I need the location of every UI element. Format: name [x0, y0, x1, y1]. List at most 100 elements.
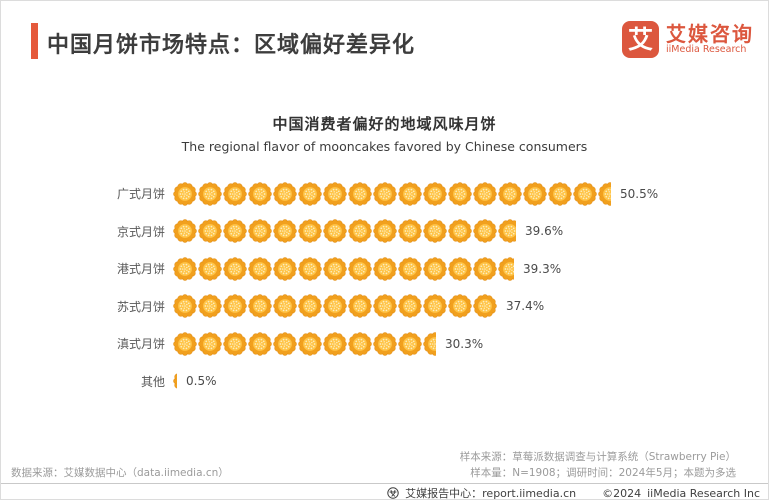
- row-value: 30.3%: [445, 336, 484, 351]
- footer-copyright: ©2024: [602, 486, 642, 500]
- mooncake-icon: [348, 294, 372, 318]
- mooncake-icon: [473, 294, 497, 318]
- mooncake-icon: [173, 219, 197, 243]
- page-title: 中国月饼市场特点：区域偏好差异化: [47, 33, 416, 58]
- iimedia-logo-icon: 艾: [622, 21, 659, 58]
- mooncake-icon: [248, 294, 272, 318]
- row-label: 港式月饼: [116, 262, 165, 277]
- mooncake-icon: [498, 219, 516, 243]
- mooncake-icon: [373, 332, 397, 356]
- mooncake-icon: [348, 332, 372, 356]
- mooncake-icon: [423, 257, 447, 281]
- mooncake-bar: [173, 219, 516, 243]
- sample-source-note: 样本来源：草莓派数据调查与计算系统（Strawberry Pie）: [459, 451, 736, 463]
- mooncake-icon: [248, 182, 272, 206]
- row-value: 39.6%: [525, 224, 564, 239]
- mooncake-icon: [198, 332, 222, 356]
- chart-title: 中国消费者偏好的地域风味月饼: [272, 115, 497, 133]
- mooncake-icon: [348, 182, 372, 206]
- iimedia-footer-icon: [387, 487, 399, 499]
- mooncake-icon: [498, 182, 522, 206]
- sample-notes: 样本来源：草莓派数据调查与计算系统（Strawberry Pie） 样本量：N=…: [460, 449, 736, 481]
- mooncake-icon: [548, 182, 572, 206]
- mooncake-icon: [298, 182, 322, 206]
- mooncake-icon: [248, 332, 272, 356]
- mooncake-icon: [398, 332, 422, 356]
- mooncake-icon: [273, 257, 297, 281]
- mooncake-icon: [198, 219, 222, 243]
- footer-company: iiMedia Research Inc: [647, 486, 760, 500]
- row-value: 0.5%: [186, 374, 217, 389]
- chart-rows: 广式月饼 50.5% 京式月饼 39.6% 港式月饼 39.3% 苏式月饼 37.4% 滇式月饼…: [101, 175, 748, 400]
- logo-name-en: iiMedia Research: [666, 44, 747, 56]
- row-label: 滇式月饼: [116, 337, 165, 352]
- mooncake-icon: [298, 294, 322, 318]
- mooncake-icon: [473, 182, 497, 206]
- chart-subtitle: The regional flavor of mooncakes favored…: [181, 139, 588, 154]
- row-label: 其他: [140, 374, 165, 389]
- mooncake-icon: [173, 332, 197, 356]
- mooncake-icon: [323, 219, 347, 243]
- mooncake-icon: [423, 332, 436, 356]
- mooncake-icon: [448, 219, 472, 243]
- mooncake-icon: [448, 182, 472, 206]
- row-label: 广式月饼: [116, 187, 165, 202]
- mooncake-icon: [423, 182, 447, 206]
- chart-row: 广式月饼 50.5%: [101, 175, 748, 213]
- title-accent-bar: [31, 23, 38, 59]
- mooncake-icon: [373, 219, 397, 243]
- mooncake-icon: [248, 219, 272, 243]
- sample-info-note: 样本量：N=1908；调研时间：2024年5月；本题为多选: [470, 467, 736, 479]
- mooncake-icon: [348, 219, 372, 243]
- mooncake-icon: [298, 219, 322, 243]
- mooncake-icon: [273, 182, 297, 206]
- mooncake-icon: [198, 257, 222, 281]
- mooncake-icon: [398, 294, 422, 318]
- mooncake-icon: [473, 257, 497, 281]
- footer: 艾媒报告中心：report.iimedia.cn ©2024 iiMedia R…: [387, 486, 760, 500]
- mooncake-icon: [323, 182, 347, 206]
- chart-row: 滇式月饼 30.3%: [101, 325, 748, 363]
- mooncake-bar: [173, 257, 514, 281]
- mooncake-icon: [373, 294, 397, 318]
- mooncake-icon: [448, 294, 472, 318]
- mooncake-icon: [323, 257, 347, 281]
- mooncake-icon: [223, 257, 247, 281]
- mooncake-icon: [373, 257, 397, 281]
- mooncake-icon: [223, 182, 247, 206]
- mooncake-bar: [173, 294, 497, 318]
- row-value: 37.4%: [506, 299, 545, 314]
- mooncake-icon: [473, 219, 497, 243]
- mooncake-icon: [598, 182, 611, 206]
- mooncake-icon: [323, 294, 347, 318]
- mooncake-icon: [173, 182, 197, 206]
- mooncake-bar: [173, 369, 177, 393]
- mooncake-icon: [398, 182, 422, 206]
- row-label: 京式月饼: [116, 224, 165, 239]
- footer-divider: [1, 483, 768, 484]
- row-label: 苏式月饼: [116, 299, 165, 314]
- data-source-note: 数据来源：艾媒数据中心（data.iimedia.cn）: [11, 467, 229, 479]
- mooncake-icon: [498, 257, 514, 281]
- mooncake-icon: [223, 219, 247, 243]
- mooncake-icon: [273, 332, 297, 356]
- mooncake-icon: [348, 257, 372, 281]
- logo-name-cn: 艾媒咨询: [666, 22, 754, 47]
- mooncake-icon: [448, 257, 472, 281]
- footer-report-center: 艾媒报告中心：report.iimedia.cn: [405, 487, 577, 500]
- chart-row: 苏式月饼 37.4%: [101, 288, 748, 326]
- mooncake-icon: [173, 257, 197, 281]
- mooncake-icon: [298, 332, 322, 356]
- logo-text: 艾媒咨询 iiMedia Research: [666, 23, 754, 55]
- mooncake-icon: [198, 294, 222, 318]
- mooncake-icon: [523, 182, 547, 206]
- mooncake-icon: [323, 332, 347, 356]
- mooncake-icon: [273, 219, 297, 243]
- chart-row: 港式月饼 39.3%: [101, 250, 748, 288]
- mooncake-icon: [398, 219, 422, 243]
- mooncake-icon: [273, 294, 297, 318]
- mooncake-icon: [423, 219, 447, 243]
- mooncake-icon: [248, 257, 272, 281]
- mooncake-icon: [198, 182, 222, 206]
